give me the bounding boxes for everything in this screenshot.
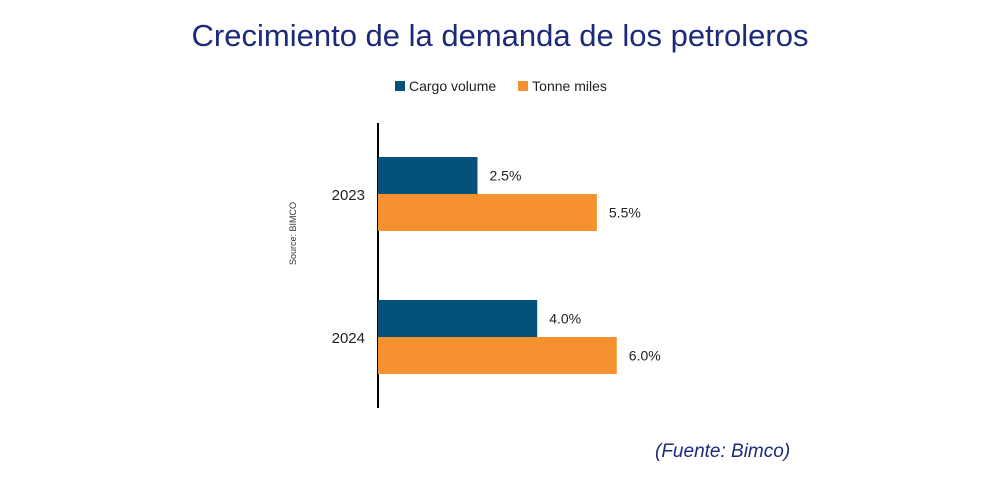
- footnote: (Fuente: Bimco): [655, 441, 791, 462]
- legend-label: Cargo volume: [409, 78, 497, 94]
- legend-item-cargo: Cargo volume: [395, 78, 496, 94]
- bar: [378, 157, 478, 194]
- bar: [378, 300, 538, 337]
- data-label: 2.5%: [490, 168, 522, 184]
- legend-item-tonne: Tonne miles: [518, 78, 607, 94]
- legend-label: Tonne miles: [532, 78, 607, 94]
- legend-swatch: [395, 81, 405, 91]
- data-label: 6.0%: [629, 348, 661, 364]
- category-label: 2023: [332, 187, 365, 204]
- data-label: 4.0%: [549, 311, 581, 327]
- legend: Cargo volume Tonne miles: [395, 78, 607, 94]
- legend-swatch: [518, 81, 529, 91]
- bar: [378, 194, 597, 231]
- bar: [378, 337, 617, 374]
- data-label: 5.5%: [609, 205, 641, 221]
- chart-title: Crecimiento de la demanda de los petrole…: [191, 18, 809, 53]
- category-label: 2024: [332, 330, 365, 347]
